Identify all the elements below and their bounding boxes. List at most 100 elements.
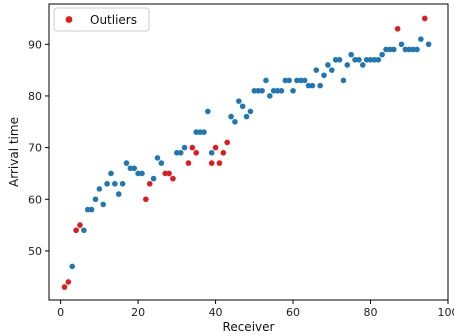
point-normal bbox=[332, 56, 339, 63]
point-normal bbox=[367, 56, 374, 63]
point-normal bbox=[197, 129, 203, 135]
point-normal bbox=[69, 263, 76, 270]
x-axis-title: Receiver bbox=[223, 320, 275, 334]
point-normal bbox=[84, 206, 91, 213]
y-tick-label: 60 bbox=[28, 193, 42, 206]
point-normal bbox=[290, 87, 296, 94]
point-normal bbox=[321, 72, 327, 79]
point-normal bbox=[267, 93, 273, 99]
point-outliers bbox=[224, 139, 230, 146]
point-normal bbox=[371, 56, 378, 63]
point-normal bbox=[174, 149, 180, 156]
point-normal bbox=[270, 87, 277, 94]
point-outliers bbox=[220, 149, 227, 156]
point-normal bbox=[294, 77, 300, 84]
point-outliers bbox=[73, 227, 79, 234]
point-normal bbox=[104, 180, 110, 187]
point-outliers bbox=[193, 149, 199, 156]
point-normal bbox=[201, 129, 207, 135]
point-normal bbox=[243, 113, 250, 120]
point-outliers bbox=[185, 160, 192, 166]
legend-label-outliers: Outliers bbox=[90, 13, 137, 27]
point-outliers bbox=[146, 180, 153, 187]
x-tick-label: 100 bbox=[438, 306, 454, 319]
point-normal bbox=[255, 87, 261, 94]
point-normal bbox=[344, 62, 351, 68]
point-normal bbox=[375, 56, 382, 63]
point-normal bbox=[251, 87, 258, 94]
point-outliers bbox=[212, 144, 219, 151]
point-normal bbox=[425, 41, 432, 48]
y-tick-label: 70 bbox=[28, 142, 42, 155]
point-normal bbox=[263, 77, 269, 84]
point-outliers bbox=[166, 170, 172, 177]
y-tick-label: 90 bbox=[28, 38, 42, 51]
point-outliers bbox=[189, 144, 196, 151]
point-normal bbox=[414, 46, 420, 53]
point-normal bbox=[131, 165, 138, 172]
x-tick-label: 80 bbox=[364, 306, 378, 319]
point-normal bbox=[208, 149, 215, 156]
data-points-layer bbox=[61, 15, 432, 290]
point-outliers bbox=[143, 196, 149, 203]
point-normal bbox=[379, 51, 385, 58]
point-normal bbox=[363, 56, 370, 63]
point-normal bbox=[309, 82, 316, 89]
point-normal bbox=[325, 62, 331, 68]
point-normal bbox=[108, 170, 114, 177]
point-outliers bbox=[216, 160, 223, 166]
point-outliers bbox=[170, 175, 176, 182]
point-normal bbox=[356, 56, 362, 63]
point-normal bbox=[317, 82, 323, 89]
point-normal bbox=[348, 51, 354, 58]
point-normal bbox=[278, 87, 285, 94]
point-normal bbox=[328, 67, 335, 73]
point-normal bbox=[274, 87, 281, 94]
point-normal bbox=[115, 191, 122, 197]
point-normal bbox=[127, 165, 134, 172]
x-axis-ticks: 0 20 40 60 80 100 bbox=[57, 300, 454, 319]
point-normal bbox=[383, 46, 389, 53]
point-normal bbox=[158, 160, 165, 166]
y-tick-label: 50 bbox=[28, 245, 42, 258]
point-normal bbox=[313, 67, 320, 73]
point-normal bbox=[282, 77, 289, 84]
point-normal bbox=[286, 77, 292, 84]
x-tick-label: 60 bbox=[286, 306, 300, 319]
point-normal bbox=[154, 155, 161, 161]
point-normal bbox=[150, 175, 157, 182]
point-normal bbox=[259, 87, 265, 94]
point-normal bbox=[336, 56, 343, 63]
point-outliers bbox=[61, 284, 68, 290]
point-normal bbox=[247, 108, 254, 115]
point-normal bbox=[418, 36, 424, 42]
point-normal bbox=[135, 170, 141, 177]
point-normal bbox=[100, 201, 107, 208]
point-outliers bbox=[65, 279, 72, 285]
point-normal bbox=[96, 186, 103, 192]
point-normal bbox=[139, 170, 145, 177]
point-outliers bbox=[77, 222, 83, 228]
point-normal bbox=[119, 180, 126, 187]
point-normal bbox=[352, 56, 358, 63]
point-normal bbox=[228, 113, 234, 120]
point-normal bbox=[177, 149, 184, 156]
point-normal bbox=[236, 98, 242, 104]
point-normal bbox=[92, 196, 99, 203]
point-normal bbox=[181, 144, 188, 151]
x-tick-label: 20 bbox=[131, 306, 145, 319]
point-normal bbox=[301, 77, 308, 84]
point-normal bbox=[402, 46, 409, 53]
point-normal bbox=[410, 46, 416, 53]
y-tick-label: 80 bbox=[28, 90, 42, 103]
point-normal bbox=[112, 180, 118, 187]
point-normal bbox=[340, 77, 347, 84]
point-normal bbox=[305, 82, 312, 89]
y-axis-ticks: 50 60 70 80 90 bbox=[28, 38, 49, 258]
point-normal bbox=[123, 160, 130, 166]
y-axis-title: Arrival time bbox=[7, 117, 21, 187]
point-normal bbox=[406, 46, 413, 53]
point-normal bbox=[239, 103, 246, 110]
point-outliers bbox=[394, 26, 401, 32]
point-normal bbox=[398, 41, 405, 48]
